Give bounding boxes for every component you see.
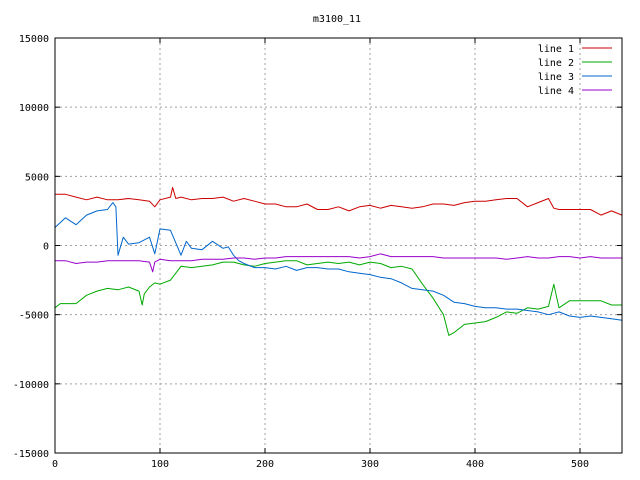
series-line-2: [54, 260, 622, 336]
legend-label: line 2: [538, 58, 574, 69]
x-tick-label: 400: [466, 459, 484, 470]
plot-frame: [54, 37, 623, 454]
y-tick-label: 15000: [19, 34, 49, 45]
grid-lines: [55, 38, 622, 453]
x-tick-label: 0: [52, 459, 58, 470]
series-line-1: [55, 186, 623, 216]
y-tick-label: 0: [43, 242, 49, 253]
legend-label: line 3: [538, 72, 574, 83]
x-axis: 0 100 200 300 400 500: [52, 38, 589, 470]
x-tick-label: 100: [151, 459, 169, 470]
y-axis: -15000 -10000 -5000 0 5000 10000 15000: [13, 34, 622, 460]
x-tick-label: 500: [571, 459, 589, 470]
series-lines: [54, 186, 623, 336]
y-tick-label: -15000: [13, 449, 49, 460]
y-tick-label: -10000: [13, 380, 49, 391]
series-line-4: [55, 253, 622, 273]
y-tick-label: 5000: [25, 172, 49, 183]
legend-label: line 1: [538, 44, 574, 55]
chart-title: m3100_11: [313, 14, 361, 25]
legend-label: line 4: [538, 86, 574, 97]
y-tick-label: 10000: [19, 103, 49, 114]
x-tick-label: 300: [361, 459, 379, 470]
series-line-3: [54, 202, 623, 321]
legend: line 1 line 2 line 3 line 4: [538, 44, 612, 97]
y-tick-label: -5000: [19, 311, 49, 322]
x-tick-label: 200: [256, 459, 274, 470]
